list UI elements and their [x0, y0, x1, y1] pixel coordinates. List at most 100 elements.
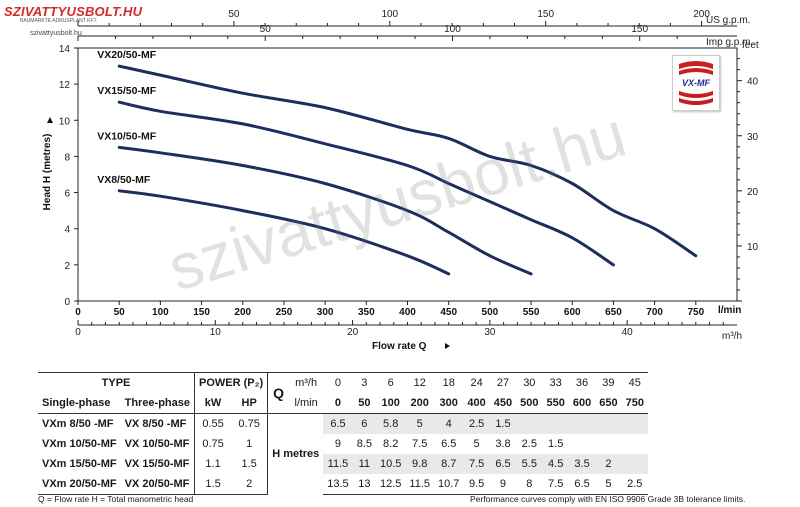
h-cell: 7.5 [463, 454, 490, 474]
h-cell: 5.5 [516, 454, 543, 474]
site-url-text: szivattyusbolt.hu [30, 30, 82, 37]
three-phase-model: VX 15/50-MF [124, 458, 190, 470]
series-layer: VX8/50-MF VX10/50-MF VX15/50-MF VX20/50-MF [97, 49, 698, 276]
x-tick-label: 350 [358, 307, 375, 318]
y-axis-title: Head H (metres) [42, 134, 53, 211]
h-cell: 6.5 [489, 454, 517, 474]
y-axis-title-arrow [47, 117, 53, 123]
m3h-axis-unit: m³/h [722, 331, 742, 342]
y-tick-label: 14 [59, 44, 71, 55]
q-m3h-cell: 6 [375, 372, 406, 393]
h-cell: 8.5 [356, 438, 372, 450]
single-phase-model: VXm 20/50-MF [38, 474, 121, 495]
h-cell: 9 [334, 438, 342, 450]
x-tick-label: 550 [523, 307, 540, 318]
h-cell [595, 413, 622, 434]
y-tick-label: 10 [59, 116, 71, 127]
performance-table: TYPE POWER (P₂) Q m³/h 0 3 6 12 18 24 27… [38, 372, 648, 495]
series-label-vx20/50-mf: VX20/50-MF [97, 49, 157, 61]
single-phase-model: VXm 8/50 -MF [42, 418, 114, 430]
h-cell: 8 [516, 474, 543, 495]
table-row: VXm 20/50-MF VX 20/50-MF 1.5 2 13.5 13 1… [38, 474, 648, 495]
series-curve-vx15/50-mf [117, 100, 615, 267]
m3h-tick-label: 0 [75, 327, 81, 338]
table-header-row-2: Single-phase Three-phase kW HP l/min 0 5… [38, 393, 648, 414]
us-gpm-tick-label: 200 [693, 9, 710, 20]
product-logo-badge: VX-MF [672, 55, 720, 111]
q-m3h-cell: 12 [405, 372, 434, 393]
single-phase-model: VXm 15/50-MF [42, 458, 117, 470]
x-tick-label: 500 [482, 307, 499, 318]
x-axis-unit: l/min [718, 305, 741, 316]
site-logo-subtext: BAUMARKTE ADRUSPLANT KFT. [20, 18, 98, 24]
h-cell: 6 [352, 413, 376, 434]
single-phase-model: VXm 10/50-MF [42, 438, 117, 450]
feet-tick-label: 40 [747, 77, 759, 88]
h-cell [516, 413, 543, 434]
single-phase-header: Single-phase [38, 393, 121, 414]
series-label-vx10/50-mf: VX10/50-MF [97, 130, 157, 142]
hp-value: 2 [231, 474, 268, 495]
h-cell: 3.5 [568, 454, 596, 474]
feet-tick-label: 30 [747, 132, 759, 143]
three-phase-model: VX 8/50 -MF [124, 418, 187, 430]
q-lmin-cell: 750 [621, 393, 648, 414]
y-tick-label: 8 [64, 152, 70, 163]
x-tick-label: 50 [114, 307, 126, 318]
x-tick-label: 650 [605, 307, 622, 318]
h-cell: 11.5 [405, 474, 434, 495]
x-axis-title: Flow rate Q [372, 341, 427, 352]
h-cell: 9.8 [405, 454, 434, 474]
h-cell: 5 [473, 438, 480, 450]
h-cell: 10.5 [375, 454, 406, 474]
q-lmin-cell: 400 [463, 393, 490, 414]
q-lmin-unit: l/min [288, 393, 324, 414]
footnote-legend: Q = Flow rate H = Total manometric head [38, 494, 194, 504]
q-m3h-cell: 36 [568, 372, 596, 393]
h-cell: 5 [595, 474, 622, 495]
x-tick-label: 250 [276, 307, 293, 318]
x-tick-label: 750 [687, 307, 704, 318]
kw-header: kW [194, 393, 232, 414]
imp-gpm-axis-unit: Imp g.p.m. [706, 37, 753, 48]
h-cell: 2.5 [621, 474, 648, 495]
x-axis-title-arrow [445, 343, 450, 349]
kw-value: 1.1 [194, 454, 232, 474]
type-header: TYPE [38, 372, 195, 393]
q-m3h-cell: 18 [434, 372, 464, 393]
h-cell: 5.8 [375, 413, 406, 434]
h-cell: 6.5 [323, 413, 353, 434]
h-cell: 4.5 [542, 454, 569, 474]
series-curve-vx20/50-mf [117, 64, 698, 258]
h-cell [569, 434, 595, 454]
series-curve-vx10/50-mf [117, 145, 533, 276]
series-label-vx8/50-mf: VX8/50-MF [97, 174, 151, 186]
table-row: VXm 15/50-MF VX 15/50-MF 1.1 1.5 11.5 11… [38, 454, 648, 474]
q-m3h-cell: 45 [621, 372, 648, 393]
us-gpm-tick-label: 100 [381, 9, 398, 20]
series-label-vx15/50-mf: VX15/50-MF [97, 85, 157, 97]
h-cell [621, 413, 648, 434]
y-tick-label: 0 [64, 297, 70, 308]
h-cell: 7.5 [542, 474, 569, 495]
h-cell: 6.5 [441, 438, 457, 450]
h-cell: 4 [434, 413, 464, 434]
q-lmin-cell: 450 [489, 393, 517, 414]
imp-gpm-tick-label: 100 [444, 24, 461, 35]
product-logo-text: VX-MF [682, 78, 711, 88]
h-cell [595, 434, 621, 454]
q-m3h-cell: 27 [489, 372, 517, 393]
series-curve-vx8/50-mf [117, 189, 451, 276]
h-cell: 1.5 [489, 413, 517, 434]
h-cell [542, 413, 569, 434]
h-cell: 11 [352, 454, 376, 474]
q-lmin-cell: 50 [352, 393, 376, 414]
imp-gpm-tick-label: 50 [260, 24, 272, 35]
product-logo-icon: VX-MF [679, 61, 713, 105]
x-tick-label: 600 [564, 307, 581, 318]
h-cell: 7.5 [412, 438, 428, 450]
x-tick-label: 100 [152, 307, 169, 318]
x-tick-label: 0 [75, 307, 81, 318]
us-gpm-tick-label: 150 [537, 9, 554, 20]
h-cell: 5 [405, 413, 434, 434]
